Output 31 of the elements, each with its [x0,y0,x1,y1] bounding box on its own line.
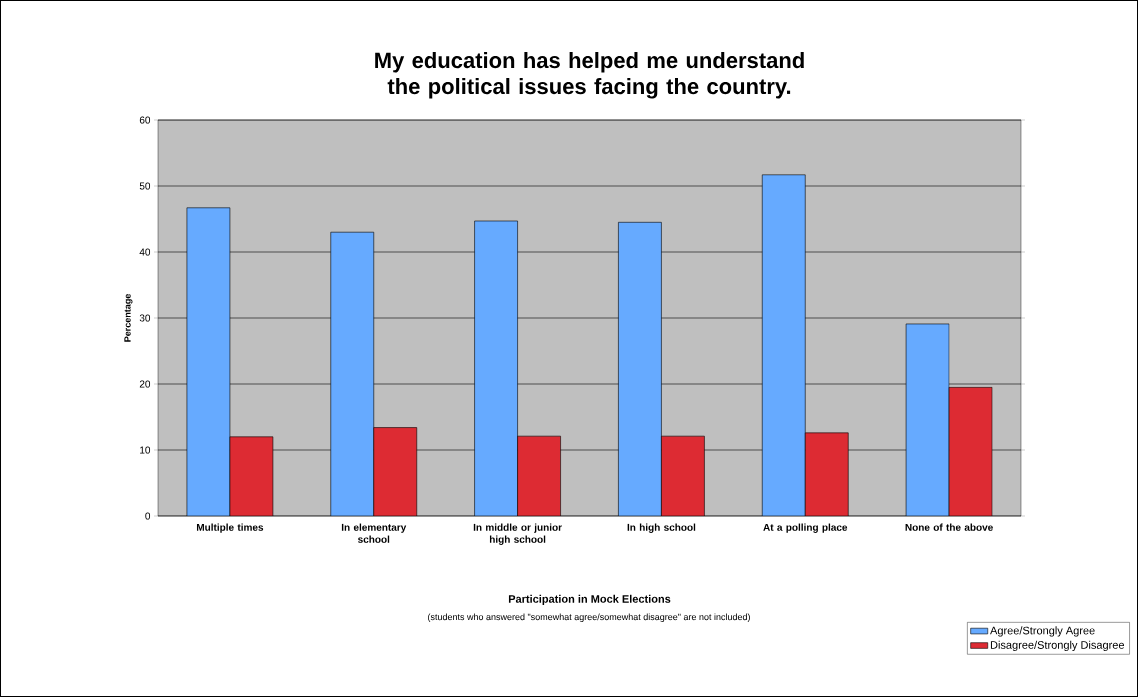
y-tick-label: 50 [139,182,151,190]
bar [661,435,705,516]
y-tick-label: 0 [145,512,151,520]
bar [330,231,375,516]
text: (students who answered "somewhat agree/somewhat disagree" are not included) [428,613,750,622]
y-tick-label: 10 [140,446,151,454]
x-tick-label: At a polling place [763,523,848,533]
legend-label: Disagree/Strongly Disagree [990,640,1125,652]
y-tick-label: 30 [139,314,151,322]
x-tick-label: In elementary school [341,523,407,543]
bar [186,207,231,516]
y-tick-label: 20 [139,380,151,388]
bar [804,432,849,516]
x-tick-label: None of the above [905,523,993,531]
bar [905,323,950,516]
x-tick-label: In high school [627,523,696,533]
bar [761,174,806,516]
x-axis-title: Participation in Mock Elections [508,594,671,606]
bar [517,435,561,516]
x-tick-label: In middle or junior high school [473,523,562,545]
bar [229,436,274,516]
bar [474,220,518,516]
y-axis-title: Percentage [124,294,133,342]
x-tick-label: Multiple times [196,523,264,533]
y-tick-label: 40 [139,248,151,256]
bar [948,387,993,516]
bar [373,427,418,516]
bar [618,222,662,516]
y-tick-label: 60 [139,116,151,124]
legend-label: Agree/Strongly Agree [990,626,1095,637]
chart-title: My education has helped me understand the political issues facing the country. [375,51,804,99]
